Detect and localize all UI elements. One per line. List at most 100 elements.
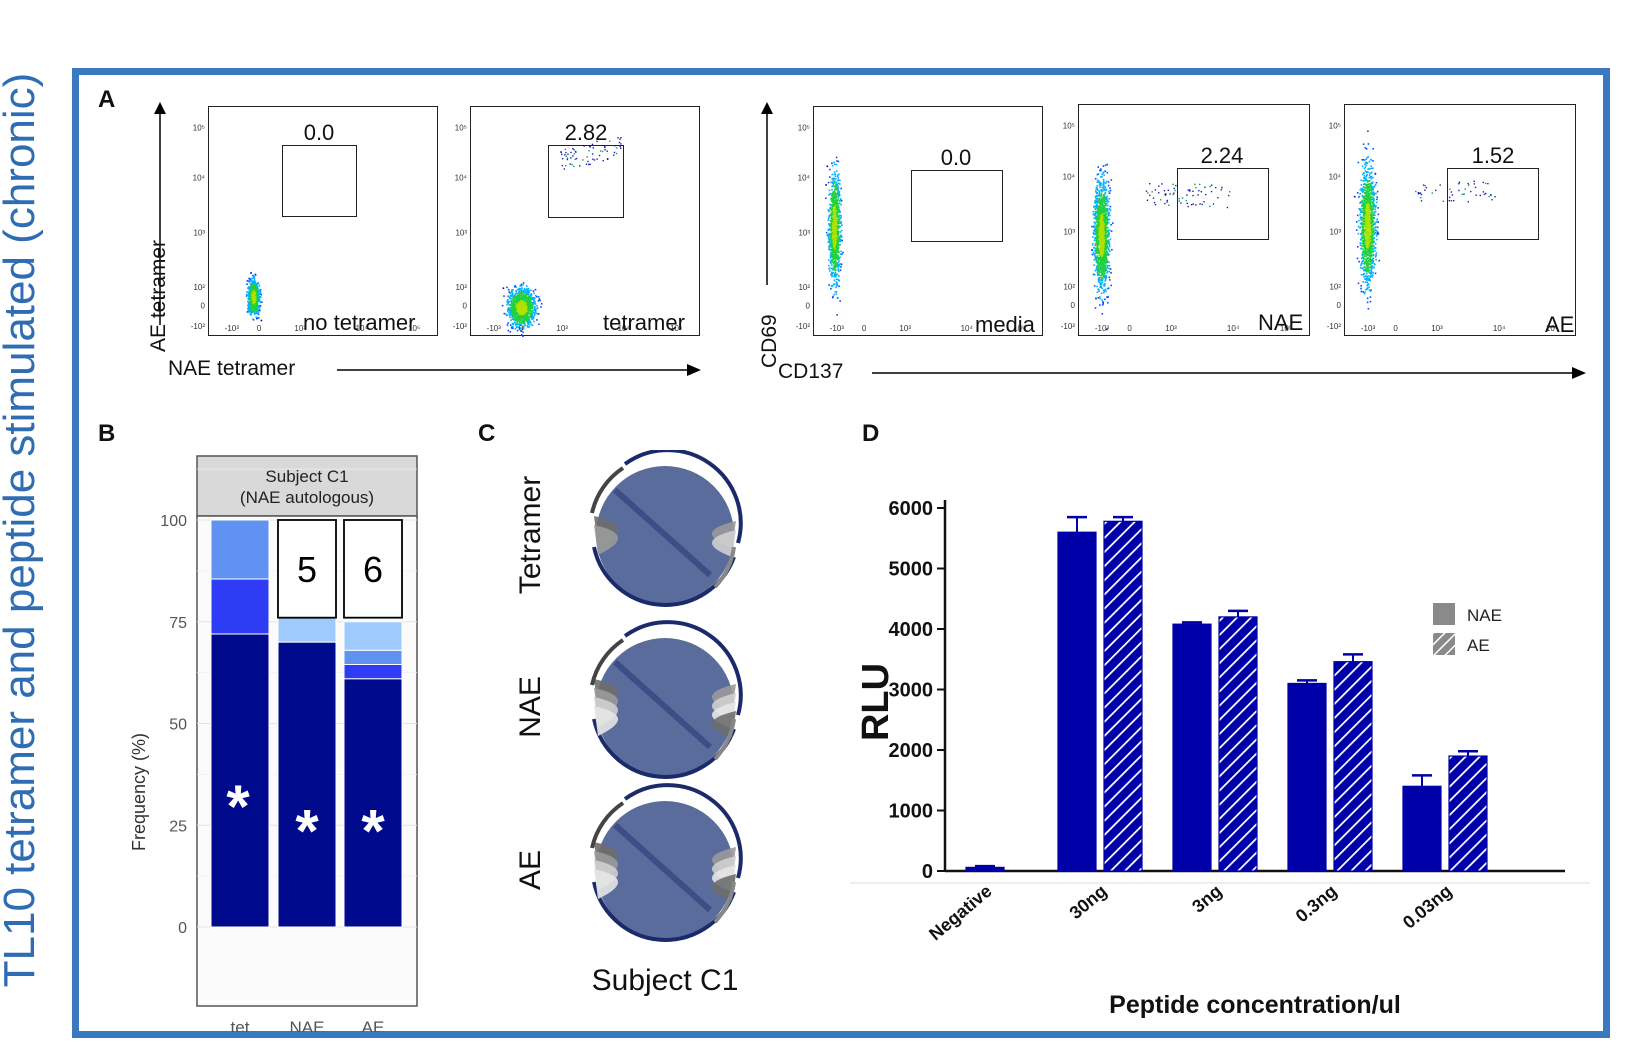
plot-label-ae: AE bbox=[1545, 312, 1575, 337]
svg-text:10⁵: 10⁵ bbox=[1063, 122, 1075, 131]
panel-label-a: A bbox=[98, 86, 116, 113]
svg-text:10⁴: 10⁴ bbox=[1227, 324, 1240, 333]
chord-row: Tetramer bbox=[514, 450, 743, 607]
svg-text:10³: 10³ bbox=[294, 324, 306, 333]
facet-title-line1: Subject C1 bbox=[265, 467, 348, 486]
panel-label-d: D bbox=[862, 420, 880, 447]
svg-text:10²: 10² bbox=[455, 283, 467, 292]
panel-label-c: C bbox=[478, 420, 496, 447]
svg-text:10³: 10³ bbox=[798, 228, 810, 237]
svg-text:10⁴: 10⁴ bbox=[455, 174, 468, 183]
bar-ae bbox=[1103, 520, 1143, 872]
svg-text:10⁵: 10⁵ bbox=[798, 124, 810, 133]
svg-text:10⁴: 10⁴ bbox=[1063, 172, 1076, 181]
plot-label-no-tetramer: no tetramer bbox=[303, 310, 416, 335]
bar-nae bbox=[965, 866, 1005, 872]
right-x-axis-arrow bbox=[872, 367, 1586, 379]
box-label: 6 bbox=[363, 549, 383, 590]
flow-plot-nae: 10⁵ 10⁴ 10³ 10² 0 -10² -10³ 0 10³ 10⁴ 10⁵ bbox=[1061, 104, 1310, 336]
plot-label-tetramer: tetramer bbox=[603, 310, 685, 335]
facet-strip bbox=[196, 455, 418, 517]
x-tick-d: 3ng bbox=[1188, 881, 1225, 917]
bar-ae bbox=[1218, 616, 1258, 872]
panel-d-chart: 0 1000 2000 3000 4000 5000 6000 Negative 30ng 3n… bbox=[850, 498, 1590, 1019]
legend-d: NAE AE bbox=[1433, 603, 1502, 655]
svg-text:10²: 10² bbox=[193, 283, 205, 292]
svg-text:-10²: -10² bbox=[191, 322, 206, 331]
box-label-frame bbox=[343, 519, 403, 619]
stack-segment bbox=[210, 578, 270, 635]
gate-value-media: 0.0 bbox=[940, 145, 972, 170]
y-tick-d: 6000 bbox=[889, 498, 934, 520]
svg-text:0: 0 bbox=[862, 324, 867, 333]
svg-text:-10³: -10³ bbox=[1095, 324, 1110, 333]
legend-swatch-nae bbox=[1433, 603, 1455, 625]
y-tick-b: 0 bbox=[178, 920, 187, 937]
x-ticks-d: Negative 30ng 3ng 0.3ng 0.03ng bbox=[925, 881, 1455, 945]
left-x-axis-arrow bbox=[337, 364, 701, 376]
stack-segment bbox=[277, 641, 337, 928]
chord-row-label: AE bbox=[514, 850, 547, 890]
chord-row-label: Tetramer bbox=[514, 476, 547, 594]
bar-nae bbox=[1402, 785, 1442, 872]
y-tick-d: 2000 bbox=[889, 740, 934, 762]
side-title: TL10 tetramer and peptide stimulated (ch… bbox=[0, 72, 44, 988]
y-axis-label-b: Frequency (%) bbox=[129, 733, 149, 851]
svg-text:10³: 10³ bbox=[556, 324, 568, 333]
gate-value-tetramer: 2.82 bbox=[564, 120, 608, 145]
left-x-axis-label: NAE tetramer bbox=[168, 357, 296, 380]
y-tick-b: 25 bbox=[169, 818, 187, 835]
bars-b bbox=[210, 519, 403, 928]
svg-text:10³: 10³ bbox=[1165, 324, 1177, 333]
svg-text:0: 0 bbox=[519, 324, 524, 333]
y-tick-b: 50 bbox=[169, 717, 187, 734]
svg-text:10⁵: 10⁵ bbox=[1013, 324, 1025, 333]
svg-text:0: 0 bbox=[201, 301, 206, 310]
gate-box-nae bbox=[1177, 168, 1269, 240]
bars-d bbox=[965, 515, 1488, 872]
svg-text:10⁵: 10⁵ bbox=[193, 124, 205, 133]
svg-text:-10³: -10³ bbox=[487, 324, 502, 333]
x-tick-b: AE bbox=[362, 1018, 385, 1032]
y-tick-d: 5000 bbox=[889, 559, 934, 581]
y-tick-b: 75 bbox=[169, 615, 187, 632]
svg-text:10³: 10³ bbox=[455, 228, 467, 237]
gate-box-tetramer bbox=[548, 145, 624, 218]
flow-plot-ae: 10⁵ 10⁴ 10³ 10² 0 -10² -10³ 0 10³ 10⁴ 10⁵ bbox=[1327, 104, 1576, 336]
right-x-axis-label: CD137 bbox=[778, 360, 844, 383]
svg-text:10⁵: 10⁵ bbox=[1280, 324, 1292, 333]
y-axis-label-d: RLU bbox=[855, 663, 897, 741]
panel-b-chart: Subject C1 (NAE autologous) 0 25 50 75 100 5… bbox=[129, 455, 418, 1032]
legend-label-nae: NAE bbox=[1467, 606, 1502, 625]
svg-text:10⁴: 10⁴ bbox=[798, 174, 811, 183]
bar-nae bbox=[1172, 623, 1212, 872]
svg-text:10⁴: 10⁴ bbox=[356, 324, 369, 333]
svg-text:10²: 10² bbox=[1063, 283, 1075, 292]
x-tick-b: tet bbox=[231, 1018, 250, 1032]
y-ticks-b: 0 25 50 75 100 bbox=[160, 513, 187, 937]
gate-value-no-tetramer: 0.0 bbox=[303, 120, 335, 145]
svg-text:-10²: -10² bbox=[796, 322, 811, 331]
right-y-axis-arrow bbox=[761, 102, 773, 285]
svg-text:10⁵: 10⁵ bbox=[670, 324, 682, 333]
facet-title-line2: (NAE autologous) bbox=[240, 488, 374, 507]
gate-box-no-tetramer bbox=[282, 145, 357, 217]
svg-text:10⁵: 10⁵ bbox=[455, 124, 467, 133]
svg-text:10²: 10² bbox=[798, 283, 810, 292]
svg-text:0: 0 bbox=[1127, 324, 1132, 333]
svg-text:-10³: -10³ bbox=[225, 324, 240, 333]
chord-row: AE bbox=[514, 783, 743, 942]
x-tick-d: 0.03ng bbox=[1399, 881, 1456, 933]
star-labels-b: * * * bbox=[226, 773, 385, 864]
svg-text:-10²: -10² bbox=[1061, 322, 1076, 331]
svg-text:10⁵: 10⁵ bbox=[408, 324, 420, 333]
chord-footer: Subject C1 bbox=[592, 964, 739, 997]
box-label: 5 bbox=[297, 549, 317, 590]
bar-nae bbox=[1057, 531, 1097, 872]
stack-segment bbox=[343, 621, 403, 651]
flow-scatter: 10⁵ 10⁴ 10³ 10² 0 -10² -10³ 0 10³ 10⁴ 10⁵ bbox=[796, 124, 1026, 333]
svg-text:10⁴: 10⁴ bbox=[961, 324, 974, 333]
flow-plot-media: 10⁵ 10⁴ 10³ 10² 0 -10² -10³ 0 10³ 10⁴ 10⁵ bbox=[796, 106, 1043, 336]
significance-star: * bbox=[226, 773, 250, 840]
